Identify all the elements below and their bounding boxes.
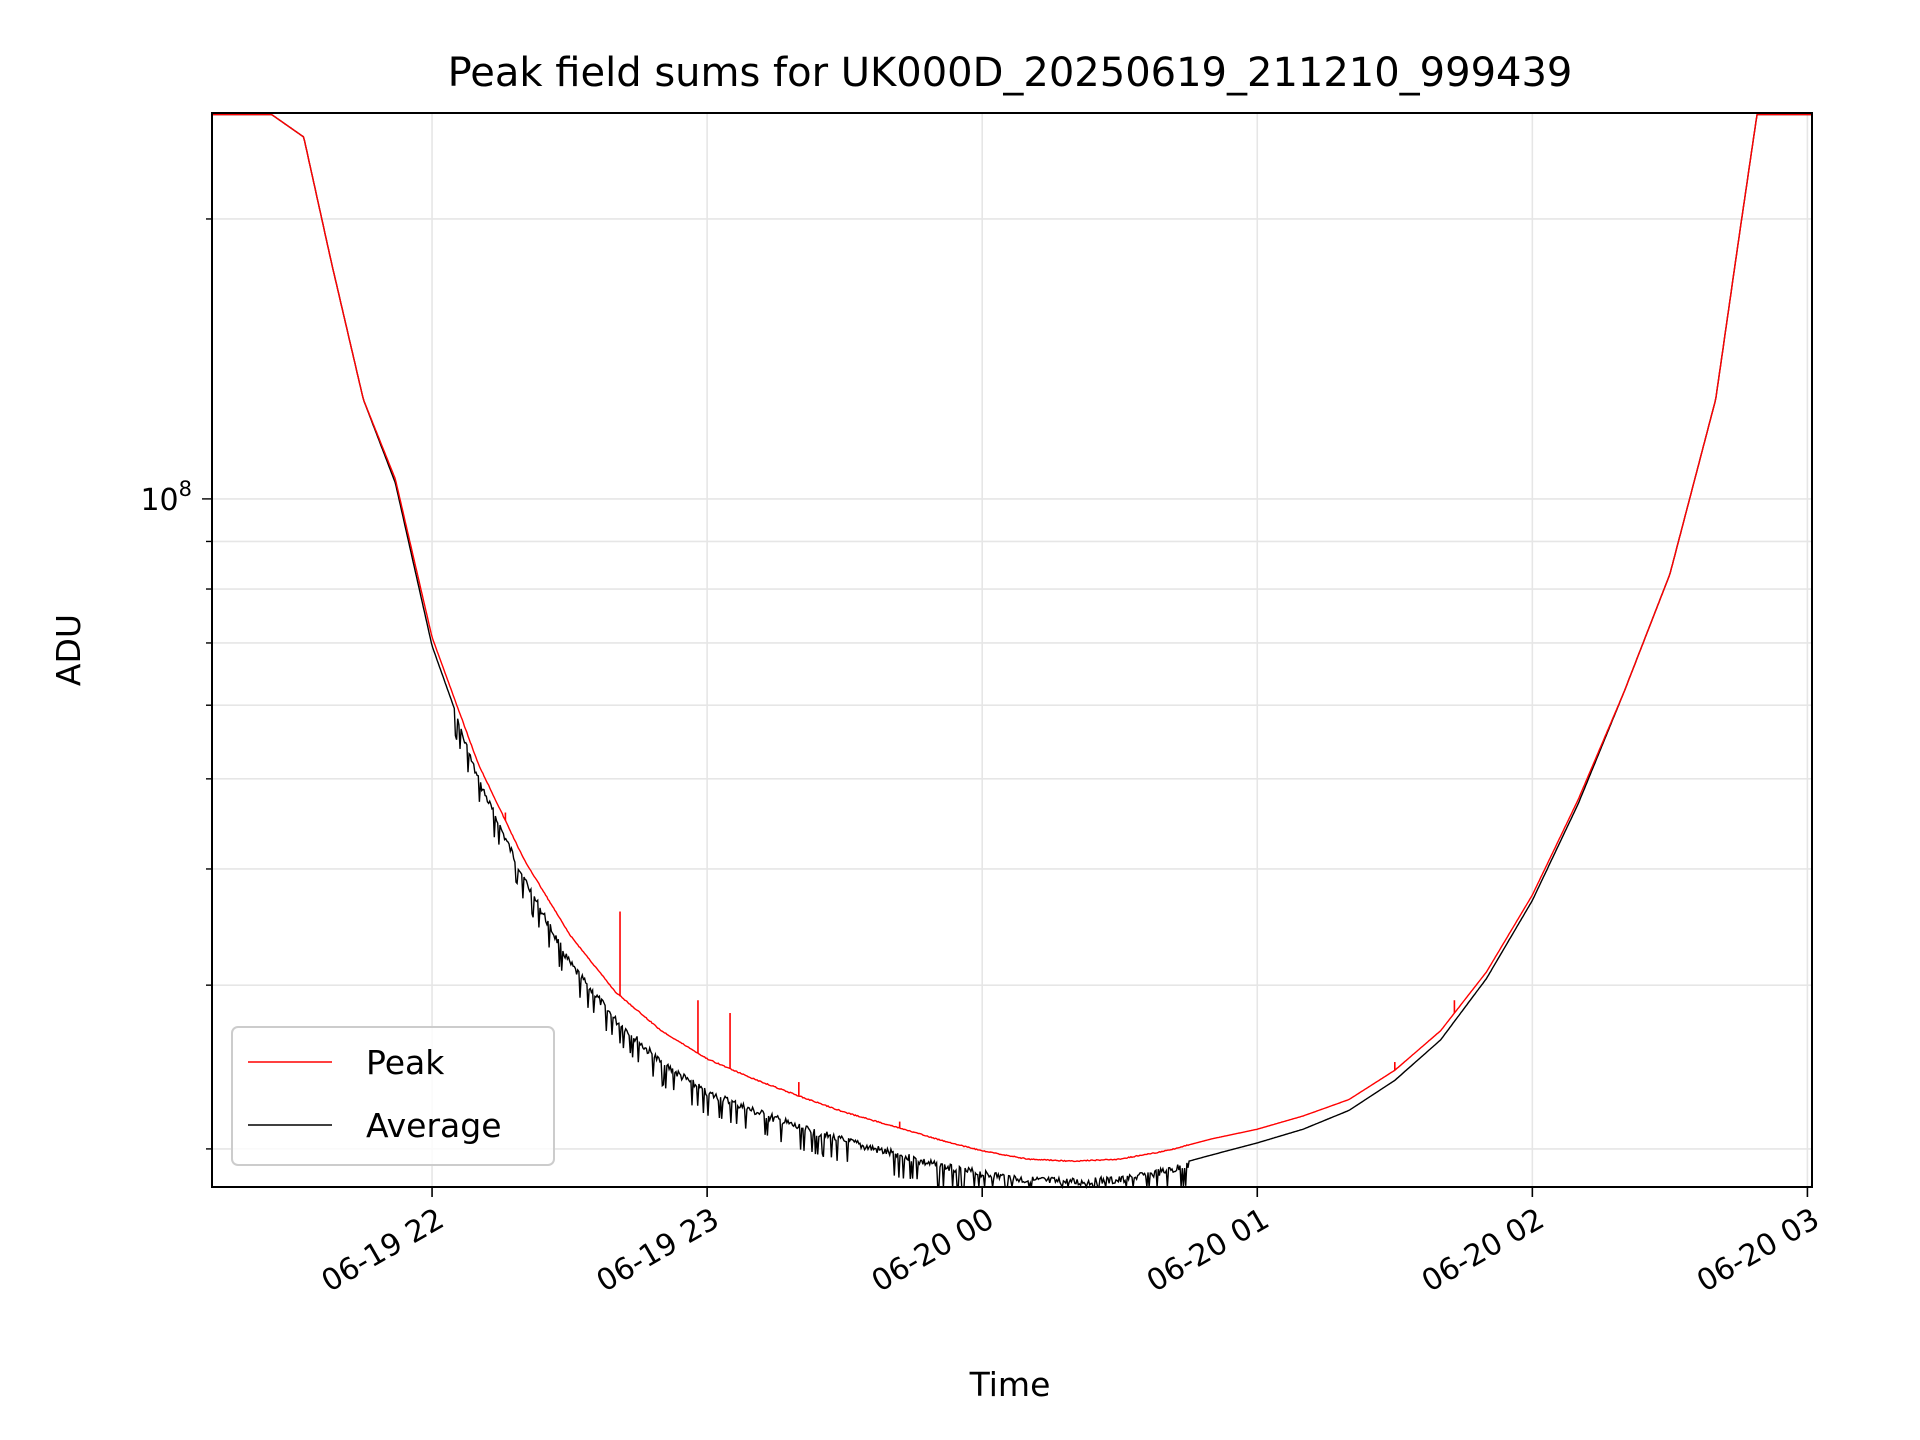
y-tick-exponent: 8 bbox=[179, 477, 192, 501]
y-tick-label: 108 bbox=[140, 477, 192, 518]
x-axis-label: Time bbox=[969, 1365, 1051, 1404]
chart-title: Peak field sums for UK000D_20250619_2112… bbox=[448, 50, 1573, 96]
grid bbox=[212, 113, 1812, 1187]
legend-label-peak: Peak bbox=[366, 1043, 445, 1082]
y-axis-label: ADU bbox=[49, 614, 88, 686]
y-tick-base: 10 bbox=[140, 483, 178, 518]
plot-frame bbox=[211, 112, 1813, 1188]
series-line-peak bbox=[212, 113, 1812, 1163]
legend: Peak Average bbox=[231, 1026, 555, 1166]
legend-label-average: Average bbox=[366, 1106, 502, 1145]
